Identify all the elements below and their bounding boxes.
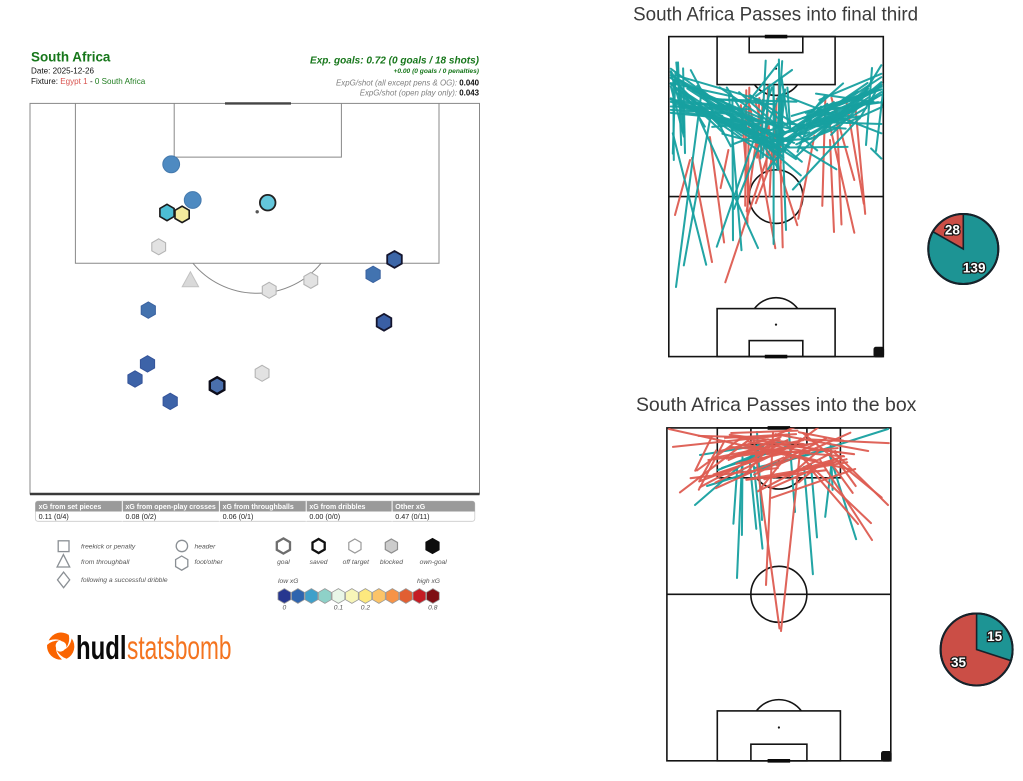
svg-text:goal: goal [277,559,290,566]
svg-text:0.11 (0/4): 0.11 (0/4) [39,512,69,521]
svg-text:South Africa Passes into the b: South Africa Passes into the box [636,394,917,416]
svg-text:28: 28 [945,223,961,238]
svg-text:0.08 (0/2): 0.08 (0/2) [126,512,157,521]
svg-text:xG from open-play crosses: xG from open-play crosses [126,504,216,511]
svg-text:0.2: 0.2 [361,605,371,612]
svg-text:own-goal: own-goal [420,559,448,566]
svg-text:off target: off target [343,559,371,566]
svg-text:+0.00 (0 goals / 0 penalties): +0.00 (0 goals / 0 penalties) [394,68,480,75]
svg-text:ExpG/shot (open play only): 0.: ExpG/shot (open play only): 0.043 [360,89,480,98]
svg-text:low xG: low xG [278,578,298,585]
svg-text:xG from set pieces: xG from set pieces [39,504,102,511]
svg-text:saved: saved [310,559,328,566]
svg-text:hudl: hudl [76,629,127,666]
svg-text:0.1: 0.1 [334,605,344,612]
svg-text:from throughball: from throughball [81,559,130,566]
svg-text:Date: 2025-12-26: Date: 2025-12-26 [31,66,94,75]
svg-text:ExpG/shot (all except pens & O: ExpG/shot (all except pens & OG): 0.040 [336,79,480,88]
svg-text:foot/other: foot/other [195,559,224,566]
svg-text:0.8: 0.8 [428,605,438,612]
svg-text:statsbomb: statsbomb [127,629,232,666]
svg-text:15: 15 [987,629,1003,644]
svg-text:xG from dribbles: xG from dribbles [309,504,365,511]
svg-text:high xG: high xG [417,578,440,585]
svg-text:0: 0 [283,605,287,612]
svg-text:freekick or penalty: freekick or penalty [81,543,136,550]
svg-text:South Africa Passes into final: South Africa Passes into final third [633,3,918,25]
svg-text:139: 139 [963,260,986,275]
svg-text:following a successful dribble: following a successful dribble [81,577,168,584]
svg-text:South Africa: South Africa [31,49,111,64]
svg-text:Fixture: Egypt 1 - 0 South Afr: Fixture: Egypt 1 - 0 South Africa [31,77,146,86]
svg-text:0.47 (0/11): 0.47 (0/11) [395,512,429,521]
svg-text:Other xG: Other xG [395,504,426,511]
svg-text:header: header [195,543,217,550]
svg-text:blocked: blocked [380,559,403,566]
svg-text:0.06 (0/1): 0.06 (0/1) [223,512,254,521]
svg-text:Exp. goals: 0.72 (0 goals / 18: Exp. goals: 0.72 (0 goals / 18 shots) [310,56,480,67]
svg-text:xG from throughballs: xG from throughballs [223,504,294,511]
svg-text:0.00 (0/0): 0.00 (0/0) [309,512,340,521]
svg-text:35: 35 [951,655,967,670]
